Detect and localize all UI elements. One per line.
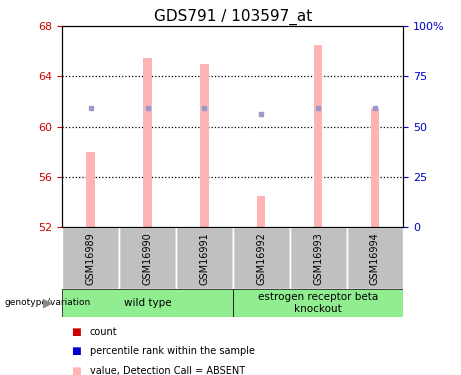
Text: GSM16989: GSM16989: [86, 232, 96, 285]
Text: genotype/variation: genotype/variation: [5, 298, 91, 307]
Bar: [143, 58, 152, 227]
Bar: [290, 227, 347, 289]
Bar: [200, 64, 209, 227]
Text: ▶: ▶: [43, 296, 53, 309]
Bar: [233, 227, 290, 289]
Bar: [233, 289, 403, 317]
Bar: [371, 108, 379, 227]
Bar: [347, 227, 403, 289]
Text: GSM16994: GSM16994: [370, 232, 380, 285]
Text: GSM16990: GSM16990: [142, 232, 153, 285]
Text: ■: ■: [71, 346, 81, 356]
Text: value, Detection Call = ABSENT: value, Detection Call = ABSENT: [90, 366, 245, 375]
Bar: [257, 195, 266, 227]
Text: GSM16993: GSM16993: [313, 232, 323, 285]
Bar: [62, 227, 119, 289]
Bar: [314, 45, 322, 227]
Text: estrogen receptor beta
knockout: estrogen receptor beta knockout: [258, 292, 378, 314]
Text: count: count: [90, 327, 118, 337]
Text: percentile rank within the sample: percentile rank within the sample: [90, 346, 255, 356]
Bar: [86, 152, 95, 227]
Text: ■: ■: [71, 327, 81, 337]
Text: GSM16991: GSM16991: [199, 232, 209, 285]
Title: GDS791 / 103597_at: GDS791 / 103597_at: [154, 9, 312, 25]
Bar: [62, 289, 233, 317]
Text: GSM16992: GSM16992: [256, 232, 266, 285]
Bar: [119, 227, 176, 289]
Text: ■: ■: [71, 366, 81, 375]
Text: wild type: wild type: [124, 298, 171, 308]
Bar: [176, 227, 233, 289]
